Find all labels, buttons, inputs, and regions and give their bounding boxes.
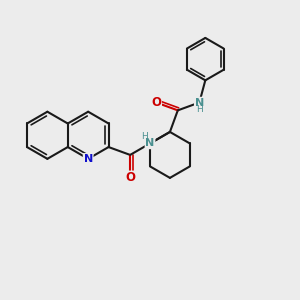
Text: H: H	[196, 105, 203, 114]
Text: H: H	[141, 132, 148, 141]
Text: N: N	[83, 154, 93, 164]
Text: N: N	[146, 138, 155, 148]
Text: O: O	[125, 171, 135, 184]
Text: O: O	[151, 96, 161, 109]
Text: N: N	[195, 98, 204, 107]
